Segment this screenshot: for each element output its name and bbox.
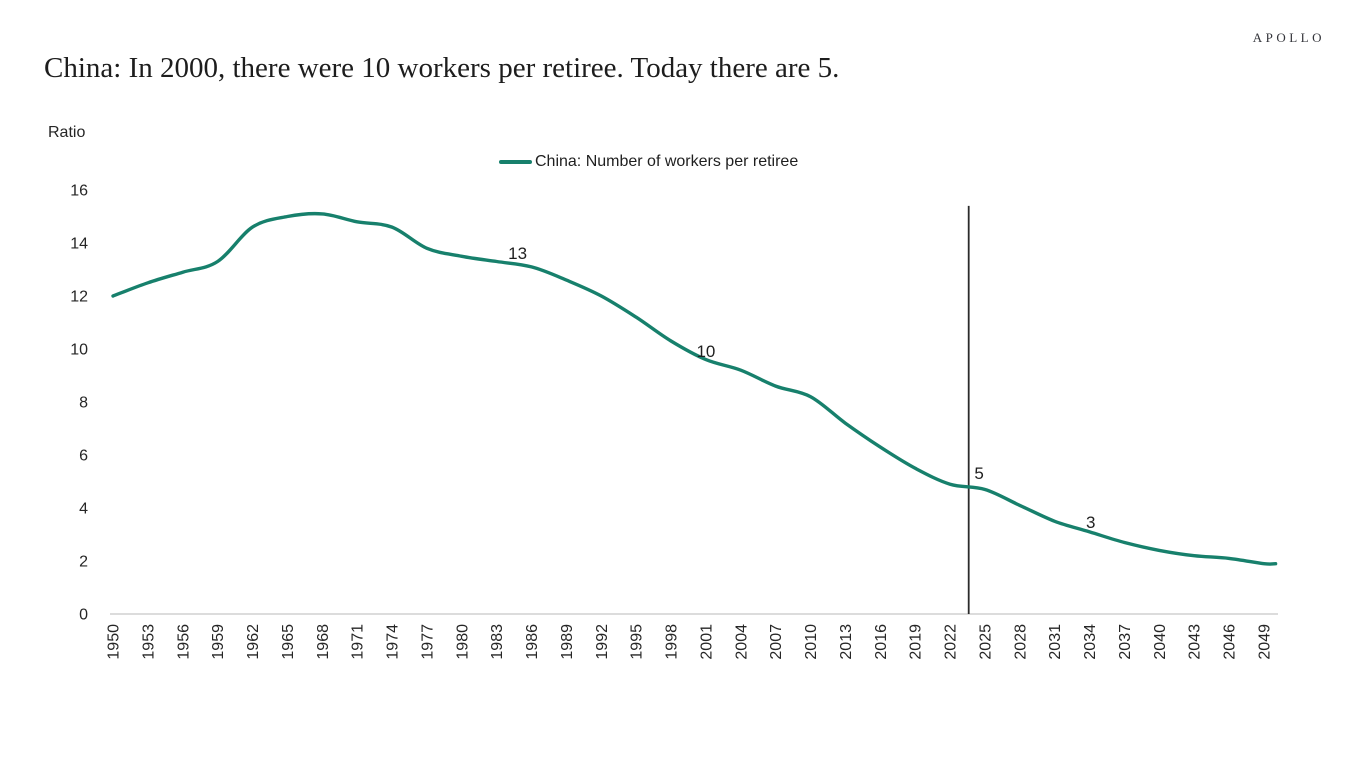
- data-point-label: 10: [696, 342, 715, 361]
- x-tick-label: 2049: [1257, 624, 1274, 660]
- x-tick-label: 2046: [1222, 624, 1239, 660]
- data-point-label: 5: [974, 464, 983, 483]
- x-tick-label: 2043: [1187, 624, 1204, 660]
- data-point-label: 13: [508, 244, 527, 263]
- x-tick-label: 2037: [1117, 624, 1134, 660]
- x-axis-ticks: 1950 1953 1956 1959 1962 1965 1968 1971 1974 1977…: [106, 624, 1274, 660]
- x-tick-label: 1977: [419, 624, 436, 660]
- y-tick-label: 6: [79, 448, 88, 465]
- x-tick-label: 1950: [106, 624, 123, 660]
- series-line: [111, 211, 1278, 566]
- x-tick-label: 2034: [1082, 624, 1099, 660]
- x-tick-label: 1974: [385, 624, 402, 660]
- x-tick-label: 2031: [1047, 624, 1064, 660]
- apollo-logo: APOLLO: [1252, 30, 1325, 45]
- x-tick-label: 1980: [454, 624, 471, 660]
- y-axis-title: Ratio: [48, 124, 86, 141]
- x-tick-label: 1959: [210, 624, 227, 660]
- y-tick-label: 10: [70, 342, 88, 359]
- y-tick-label: 14: [70, 236, 88, 253]
- x-tick-label: 1989: [559, 624, 576, 660]
- x-tick-label: 2022: [943, 624, 960, 660]
- x-tick-label: 2001: [698, 624, 715, 660]
- x-tick-label: 1995: [629, 624, 646, 660]
- legend-label: China: Number of workers per retiree: [535, 153, 799, 170]
- y-tick-label: 4: [79, 501, 88, 518]
- x-tick-label: 1992: [594, 624, 611, 660]
- legend-line-swatch: [499, 160, 532, 164]
- x-tick-label: 1998: [664, 624, 681, 660]
- x-tick-label: 1953: [140, 624, 157, 660]
- x-tick-label: 2004: [733, 624, 750, 660]
- y-tick-label: 16: [70, 183, 88, 200]
- x-tick-label: 2019: [908, 624, 925, 660]
- x-tick-label: 1965: [280, 624, 297, 660]
- x-tick-label: 1968: [315, 624, 332, 660]
- x-tick-label: 2013: [838, 624, 855, 660]
- y-axis-ticks: 0 2 4 6 8 10 12 14 16: [70, 183, 88, 624]
- data-point-label: 3: [1086, 513, 1095, 532]
- x-tick-label: 1956: [175, 624, 192, 660]
- y-tick-label: 2: [79, 554, 88, 571]
- x-tick-label: 2040: [1152, 624, 1169, 660]
- data-labels: 13 10 5 3: [508, 244, 1095, 532]
- x-tick-label: 1983: [489, 624, 506, 660]
- x-tick-label: 2028: [1012, 624, 1029, 660]
- y-tick-label: 12: [70, 289, 88, 306]
- x-tick-label: 1986: [524, 624, 541, 660]
- x-tick-label: 2025: [978, 624, 995, 660]
- x-tick-label: 2010: [803, 624, 820, 660]
- y-tick-label: 0: [79, 607, 88, 624]
- page-title: China: In 2000, there were 10 workers pe…: [44, 52, 840, 84]
- x-tick-label: 1962: [245, 624, 262, 660]
- x-tick-label: 2007: [768, 624, 785, 660]
- legend: China: Number of workers per retiree: [499, 153, 798, 171]
- x-tick-label: 2016: [873, 624, 890, 660]
- x-tick-label: 1971: [350, 624, 367, 660]
- y-tick-label: 8: [79, 395, 88, 412]
